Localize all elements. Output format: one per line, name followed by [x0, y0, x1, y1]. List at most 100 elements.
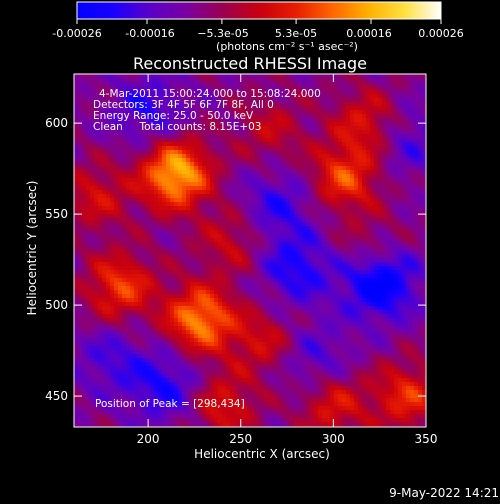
heatmap-cell — [322, 278, 326, 282]
heatmap-cell — [182, 262, 186, 266]
heatmap-cell — [330, 134, 334, 138]
heatmap-cell — [158, 174, 162, 178]
heatmap-cell — [390, 198, 394, 202]
heatmap-cell — [410, 262, 414, 266]
heatmap-cell — [370, 126, 374, 130]
heatmap-cell — [390, 106, 394, 110]
heatmap-cell — [338, 178, 342, 182]
heatmap-cell — [342, 282, 346, 286]
heatmap-cell — [86, 114, 90, 118]
heatmap-cell — [258, 274, 262, 278]
heatmap-cell — [186, 210, 190, 214]
heatmap-cell — [366, 118, 370, 122]
heatmap-cell — [138, 134, 142, 138]
heatmap-cell — [362, 266, 366, 270]
heatmap-cell — [114, 162, 118, 166]
heatmap-cell — [366, 290, 370, 294]
heatmap-cell — [126, 218, 130, 222]
heatmap-cell — [186, 170, 190, 174]
heatmap-cell — [226, 278, 230, 282]
heatmap-cell — [190, 190, 194, 194]
heatmap-cell — [110, 222, 114, 226]
heatmap-cell — [362, 274, 366, 278]
heatmap-cell — [230, 230, 234, 234]
heatmap-cell — [314, 186, 318, 190]
heatmap-cell — [214, 250, 218, 254]
heatmap-cell — [122, 166, 126, 170]
heatmap-cell — [366, 150, 370, 154]
heatmap-cell — [350, 130, 354, 134]
heatmap-cell — [198, 190, 202, 194]
heatmap-cell — [90, 78, 94, 82]
heatmap-cell — [122, 270, 126, 274]
heatmap-cell — [262, 118, 266, 122]
heatmap-cell — [210, 74, 214, 78]
heatmap-cell — [342, 98, 346, 102]
heatmap-cell — [334, 166, 338, 170]
heatmap-cell — [74, 162, 78, 166]
heatmap-cell — [362, 90, 366, 94]
heatmap-cell — [306, 278, 310, 282]
heatmap-cell — [230, 234, 234, 238]
heatmap-cell — [362, 294, 366, 298]
heatmap-cell — [142, 178, 146, 182]
heatmap-cell — [326, 270, 330, 274]
heatmap-cell — [390, 226, 394, 230]
heatmap-cell — [374, 74, 378, 78]
heatmap-cell — [382, 90, 386, 94]
heatmap-cell — [322, 158, 326, 162]
heatmap-cell — [258, 246, 262, 250]
heatmap-cell — [306, 122, 310, 126]
heatmap-cell — [146, 206, 150, 210]
heatmap-cell — [126, 146, 130, 150]
heatmap-cell — [258, 290, 262, 294]
heatmap-cell — [238, 138, 242, 142]
heatmap-cell — [142, 138, 146, 142]
heatmap-cell — [286, 78, 290, 82]
heatmap-cell — [166, 190, 170, 194]
heatmap-cell — [90, 82, 94, 86]
heatmap-cell — [142, 234, 146, 238]
heatmap-cell — [98, 194, 102, 198]
heatmap-cell — [186, 250, 190, 254]
heatmap-cell — [142, 190, 146, 194]
heatmap-cell — [198, 78, 202, 82]
heatmap-cell — [382, 170, 386, 174]
heatmap-cell — [202, 234, 206, 238]
heatmap-cell — [154, 230, 158, 234]
heatmap-cell — [342, 242, 346, 246]
heatmap-cell — [74, 246, 78, 250]
heatmap-cell — [402, 186, 406, 190]
heatmap-cell — [110, 250, 114, 254]
heatmap-cell — [230, 266, 234, 270]
heatmap-cell — [410, 278, 414, 282]
heatmap-cell — [78, 238, 82, 242]
heatmap-cell — [318, 218, 322, 222]
heatmap-cell — [338, 290, 342, 294]
heatmap-cell — [298, 74, 302, 78]
heatmap-cell — [350, 210, 354, 214]
heatmap-cell — [298, 158, 302, 162]
heatmap-cell — [170, 274, 174, 278]
heatmap-cell — [350, 266, 354, 270]
heatmap-cell — [266, 286, 270, 290]
heatmap-cell — [338, 266, 342, 270]
heatmap-cell — [378, 158, 382, 162]
heatmap-cell — [114, 174, 118, 178]
heatmap-cell — [178, 218, 182, 222]
heatmap-cell — [162, 186, 166, 190]
heatmap-cell — [350, 278, 354, 282]
heatmap-cell — [202, 78, 206, 82]
heatmap-cell — [214, 222, 218, 226]
heatmap-cell — [86, 170, 90, 174]
heatmap-cell — [94, 258, 98, 262]
heatmap-cell — [350, 98, 354, 102]
heatmap-cell — [74, 110, 78, 114]
heatmap-cell — [230, 286, 234, 290]
heatmap-cell — [370, 210, 374, 214]
heatmap-cell — [334, 178, 338, 182]
heatmap-cell — [266, 202, 270, 206]
heatmap-cell — [314, 170, 318, 174]
heatmap-cell — [362, 78, 366, 82]
heatmap-cell — [182, 278, 186, 282]
